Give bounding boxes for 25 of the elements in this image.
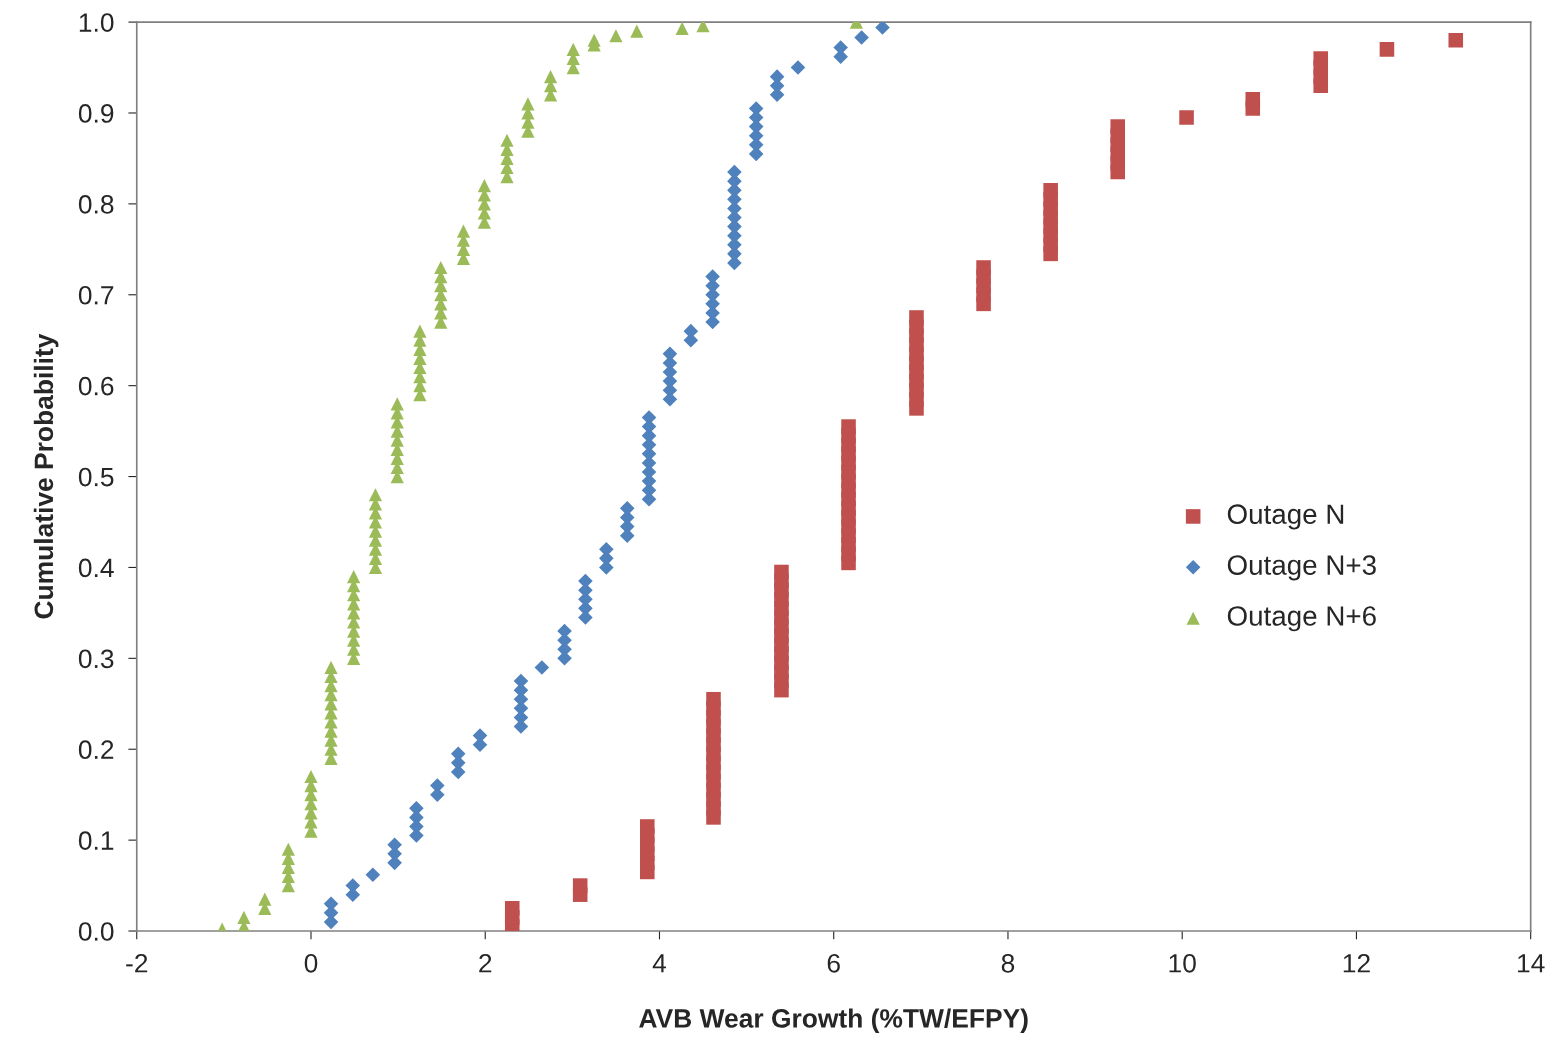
x-tick-label: 12: [1343, 953, 1370, 973]
legend-label: Outage N+3: [1227, 555, 1376, 581]
legend-label: Outage N+6: [1227, 606, 1376, 632]
x-axis-title: AVB Wear Growth (%TW/EFPY): [639, 1008, 1028, 1033]
y-tick-label: 0.9: [78, 104, 114, 123]
x-tick-label: 8: [1001, 953, 1015, 973]
y-tick-label: 0.3: [78, 649, 114, 669]
y-tick-label: 0.0: [78, 922, 114, 941]
x-tick-label: -2: [126, 953, 148, 973]
x-tick-label: 4: [652, 954, 667, 973]
y-tick-label: 0.7: [78, 285, 114, 305]
y-tick-label: 1.0: [79, 13, 114, 32]
legend-label: Outage N: [1227, 504, 1344, 530]
y-tick-label: 0.5: [78, 467, 114, 487]
x-tick-label: 0: [304, 953, 318, 973]
x-tick-label: 6: [827, 953, 840, 973]
y-tick-label: 0.8: [78, 195, 114, 214]
y-tick-label: 0.4: [78, 558, 114, 578]
y-tick-label: 0.1: [78, 831, 114, 850]
y-tick-label: 0.2: [78, 740, 114, 760]
x-tick-label: 14: [1518, 954, 1545, 973]
y-axis-title: Cumulative Probability: [33, 333, 59, 619]
y-tick-label: 0.6: [78, 376, 114, 396]
x-tick-label: 2: [479, 953, 492, 973]
x-tick-label: 10: [1169, 953, 1196, 973]
